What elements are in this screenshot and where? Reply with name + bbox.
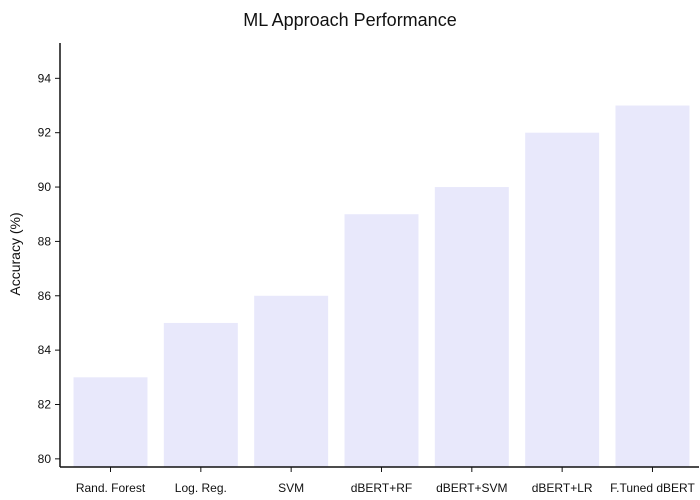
x-tick-label-1: Log. Reg.: [175, 481, 227, 495]
y-tick-label-4: 88: [38, 234, 52, 248]
bar-0: [73, 377, 148, 467]
y-tick-label-5: 90: [38, 180, 52, 194]
bar-2: [254, 295, 329, 467]
bar-3: [344, 214, 419, 467]
y-ticks-group: 80 82 84 86 88 90 92 94: [38, 71, 60, 466]
bar-4: [434, 187, 509, 468]
y-tick-label-0: 80: [38, 452, 52, 466]
x-tick-label-6: F.Tuned dBERT: [610, 481, 695, 495]
y-tick-label-1: 82: [38, 397, 52, 411]
y-tick-label-2: 84: [38, 343, 52, 357]
x-tick-label-5: dBERT+LR: [532, 481, 593, 495]
bar-5: [525, 132, 600, 467]
y-tick-label-6: 92: [38, 126, 52, 140]
x-tick-label-4: dBERT+SVM: [436, 481, 507, 495]
bar-6: [615, 105, 690, 467]
y-axis-label: Accuracy (%): [7, 212, 23, 295]
x-tick-label-3: dBERT+RF: [351, 481, 412, 495]
x-ticks-group: Rand. Forest Log. Reg. SVM dBERT+RF dBERT+SV…: [76, 467, 695, 495]
y-tick-label-7: 94: [38, 71, 52, 85]
bar-1: [163, 322, 238, 467]
x-tick-label-0: Rand. Forest: [76, 481, 146, 495]
chart-title: ML Approach Performance: [243, 10, 456, 30]
x-tick-label-2: SVM: [278, 481, 304, 495]
bars-group: [73, 105, 690, 468]
y-tick-label-3: 86: [38, 289, 52, 303]
